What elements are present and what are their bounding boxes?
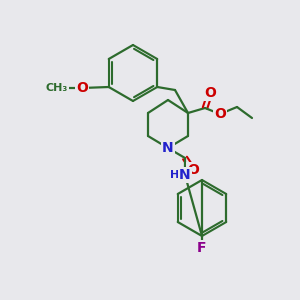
Text: O: O [187,163,199,177]
Text: O: O [214,107,226,121]
Text: F: F [197,241,207,255]
Text: O: O [204,86,216,100]
Text: O: O [76,81,88,95]
Text: CH₃: CH₃ [46,83,68,93]
Text: N: N [179,168,191,182]
Text: H: H [170,170,180,180]
Text: N: N [162,141,174,155]
